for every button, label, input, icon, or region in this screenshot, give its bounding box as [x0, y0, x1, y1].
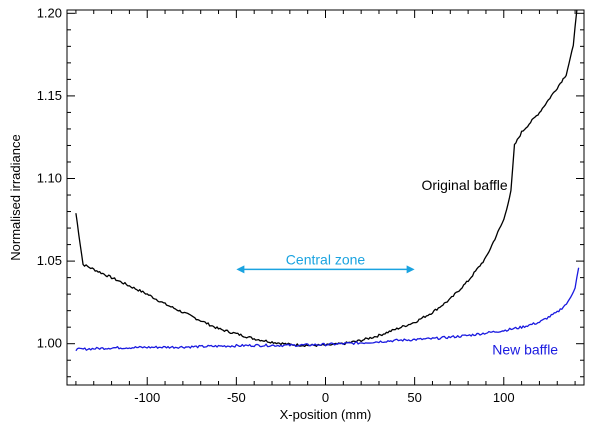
- new-baffle-line: [75, 267, 580, 352]
- x-tick-label: -100: [134, 390, 160, 405]
- axis-ticks: -100 -50 0 50 100 1.00 1.05 1.10 1.15 1.20: [37, 5, 584, 405]
- x-tick-label: 100: [493, 390, 515, 405]
- central-zone-label: Central zone: [286, 251, 366, 267]
- y-tick-label: 1.20: [37, 5, 62, 20]
- y-tick-label: 1.00: [37, 336, 62, 351]
- central-zone-arrowhead-right: [406, 265, 415, 274]
- plot-frame: [66, 9, 585, 386]
- x-tick-label: -50: [227, 390, 246, 405]
- annotations: Central zone Original baffle New baffle: [236, 177, 558, 357]
- series-lines: [75, 10, 580, 352]
- x-tick-label: 0: [322, 390, 329, 405]
- y-tick-label: 1.05: [37, 253, 62, 268]
- x-axis-label: X-position (mm): [280, 407, 372, 422]
- y-tick-label: 1.10: [37, 171, 62, 186]
- central-zone-arrowhead-left: [236, 265, 245, 274]
- y-tick-label: 1.15: [37, 88, 62, 103]
- y-axis-label: Normalised irradiance: [8, 134, 23, 260]
- original-baffle-label: Original baffle: [421, 177, 507, 193]
- x-tick-label: 50: [407, 390, 421, 405]
- new-baffle-label: New baffle: [492, 341, 558, 357]
